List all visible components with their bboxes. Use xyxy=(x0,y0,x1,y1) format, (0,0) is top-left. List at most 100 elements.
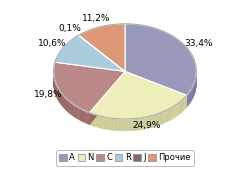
Text: 0,1%: 0,1% xyxy=(59,24,82,33)
Polygon shape xyxy=(195,79,196,92)
Polygon shape xyxy=(189,91,190,104)
Polygon shape xyxy=(157,113,158,126)
Polygon shape xyxy=(85,111,86,123)
Polygon shape xyxy=(122,119,123,131)
Polygon shape xyxy=(182,99,183,112)
Polygon shape xyxy=(188,92,189,105)
Polygon shape xyxy=(191,89,192,102)
Polygon shape xyxy=(80,108,81,121)
Polygon shape xyxy=(158,113,160,125)
Polygon shape xyxy=(90,71,125,125)
Polygon shape xyxy=(94,114,96,127)
Legend: A, N, C, R, J, Прочие: A, N, C, R, J, Прочие xyxy=(56,150,194,166)
Polygon shape xyxy=(116,119,117,131)
Polygon shape xyxy=(146,117,147,129)
Polygon shape xyxy=(156,114,157,126)
Polygon shape xyxy=(106,117,108,130)
Polygon shape xyxy=(112,118,113,130)
Polygon shape xyxy=(125,24,196,95)
Polygon shape xyxy=(185,96,186,109)
Polygon shape xyxy=(68,100,69,113)
Polygon shape xyxy=(63,95,64,107)
Polygon shape xyxy=(138,118,140,130)
Polygon shape xyxy=(125,71,187,107)
Polygon shape xyxy=(66,99,67,111)
Polygon shape xyxy=(141,117,143,130)
Polygon shape xyxy=(129,119,130,131)
Polygon shape xyxy=(118,119,119,131)
Polygon shape xyxy=(86,112,88,124)
Polygon shape xyxy=(79,24,125,71)
Polygon shape xyxy=(57,87,58,99)
Polygon shape xyxy=(125,71,187,107)
Polygon shape xyxy=(137,118,138,130)
Polygon shape xyxy=(187,94,188,107)
Polygon shape xyxy=(84,110,85,123)
Polygon shape xyxy=(92,114,93,126)
Text: 24,9%: 24,9% xyxy=(132,121,161,130)
Polygon shape xyxy=(55,35,125,71)
Polygon shape xyxy=(180,101,181,113)
Polygon shape xyxy=(190,90,191,103)
Polygon shape xyxy=(59,90,60,103)
Text: 11,2%: 11,2% xyxy=(82,14,110,23)
Polygon shape xyxy=(78,107,79,120)
Polygon shape xyxy=(90,71,187,119)
Polygon shape xyxy=(133,119,134,131)
Polygon shape xyxy=(78,35,125,71)
Polygon shape xyxy=(144,117,146,129)
Polygon shape xyxy=(105,117,106,129)
Polygon shape xyxy=(155,114,156,127)
Polygon shape xyxy=(193,85,194,98)
Polygon shape xyxy=(64,97,65,109)
Polygon shape xyxy=(124,119,126,131)
Polygon shape xyxy=(60,91,61,104)
Polygon shape xyxy=(123,119,124,131)
Polygon shape xyxy=(83,110,84,122)
Polygon shape xyxy=(102,116,104,129)
Polygon shape xyxy=(72,103,73,116)
Polygon shape xyxy=(181,100,182,113)
Polygon shape xyxy=(91,113,92,125)
Polygon shape xyxy=(76,106,77,118)
Polygon shape xyxy=(150,116,151,128)
Polygon shape xyxy=(77,106,78,119)
Polygon shape xyxy=(154,115,155,127)
Polygon shape xyxy=(88,112,90,125)
Polygon shape xyxy=(183,99,184,111)
Polygon shape xyxy=(61,93,62,105)
Polygon shape xyxy=(168,109,169,121)
Polygon shape xyxy=(147,116,148,129)
Polygon shape xyxy=(90,113,91,125)
Polygon shape xyxy=(54,62,125,113)
Text: 19,8%: 19,8% xyxy=(34,90,63,99)
Polygon shape xyxy=(65,97,66,110)
Polygon shape xyxy=(56,84,57,97)
Polygon shape xyxy=(96,115,97,127)
Polygon shape xyxy=(97,115,98,128)
Polygon shape xyxy=(136,118,137,130)
Polygon shape xyxy=(169,108,170,121)
Polygon shape xyxy=(110,118,112,130)
Polygon shape xyxy=(170,108,171,120)
Polygon shape xyxy=(167,109,168,122)
Polygon shape xyxy=(140,118,141,130)
Polygon shape xyxy=(194,81,195,94)
Polygon shape xyxy=(120,119,122,131)
Polygon shape xyxy=(160,113,161,125)
Polygon shape xyxy=(98,116,100,128)
Polygon shape xyxy=(132,119,133,131)
Polygon shape xyxy=(115,118,116,131)
Polygon shape xyxy=(176,104,178,116)
Polygon shape xyxy=(192,86,193,99)
Polygon shape xyxy=(134,118,136,131)
Polygon shape xyxy=(130,119,132,131)
Polygon shape xyxy=(109,118,110,130)
Polygon shape xyxy=(179,101,180,114)
Polygon shape xyxy=(151,115,152,128)
Polygon shape xyxy=(152,115,154,127)
Polygon shape xyxy=(82,109,83,122)
Polygon shape xyxy=(62,94,63,107)
Polygon shape xyxy=(162,112,164,124)
Polygon shape xyxy=(148,116,150,128)
